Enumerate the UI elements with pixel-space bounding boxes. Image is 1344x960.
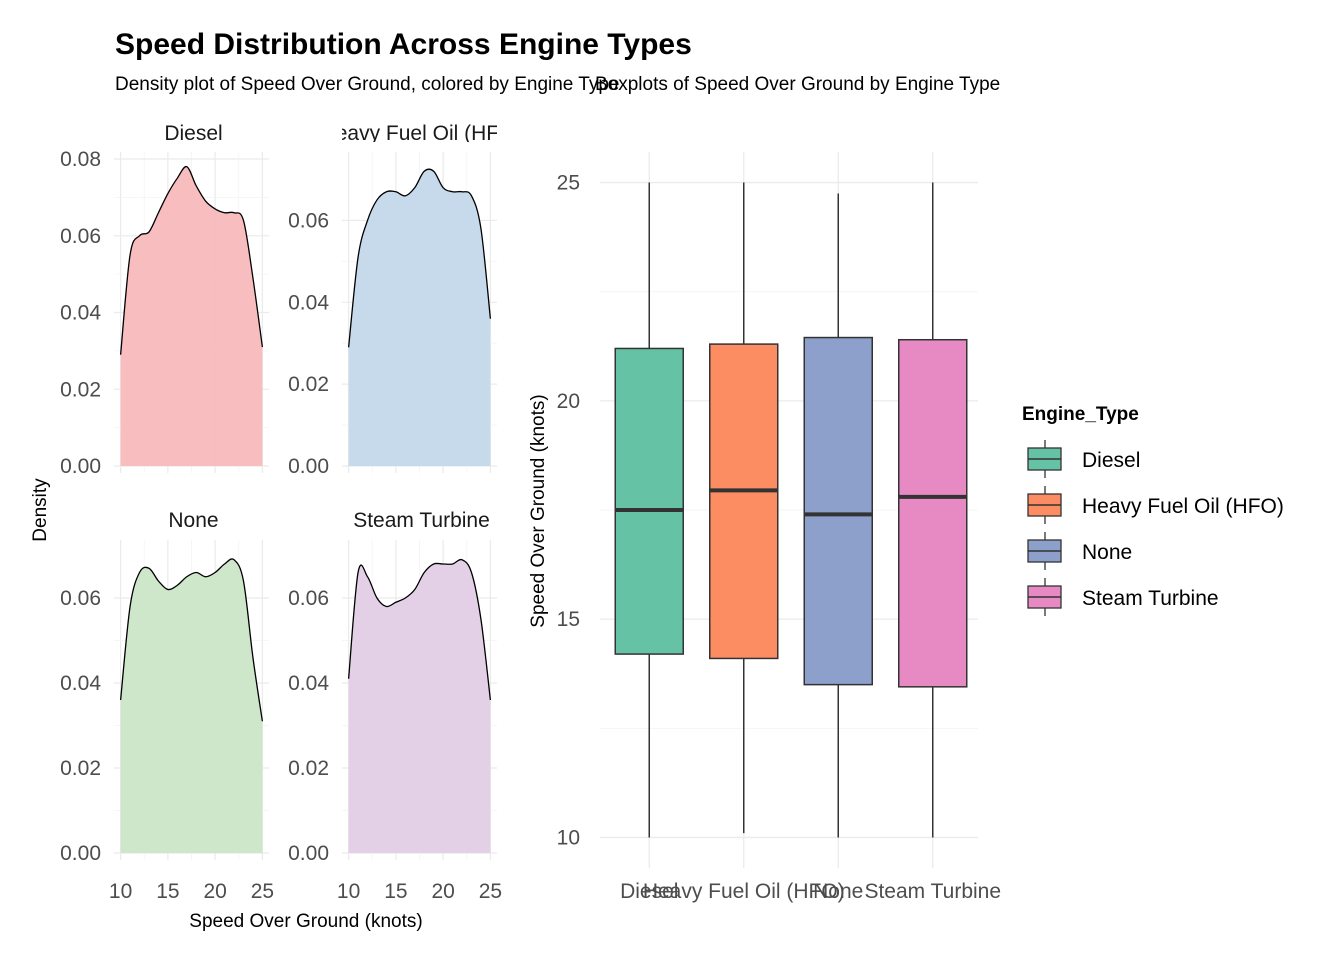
density-area-steam-turbine [348,559,491,853]
boxplot-subtitle: Boxplots of Speed Over Ground by Engine … [595,74,1000,95]
facet-heavy-fuel-oil-hfo-y-tick-label: 0.06 [288,209,329,232]
facet-strip-label-heavy-fuel-oil-hfo: Heavy Fuel Oil (HFO) [321,122,523,145]
legend-label-heavy-fuel-oil-hfo: Heavy Fuel Oil (HFO) [1082,495,1284,518]
density-subtitle: Density plot of Speed Over Ground, color… [115,74,620,95]
boxplot-y-tick-label: 10 [557,826,580,849]
legend-label-steam-turbine: Steam Turbine [1082,587,1219,610]
facet-strip-label-diesel: Diesel [164,122,222,145]
facet-strip-label-steam-turbine: Steam Turbine [353,509,490,532]
boxplot-x-tick-label-none: None [813,880,863,903]
density-line-diesel [119,165,264,355]
facet-panels: Diesel 0.00 0.02 0.04 0.06 0.08 Heavy Fuel Oil… [60,122,523,903]
density-area-heavy-fuel-oil-hfo [348,169,491,466]
boxplot-y-axis-title: Speed Over Ground (knots) [528,394,549,627]
density-line-none [119,558,264,722]
facet-none-y-tick-label: 0.00 [60,842,101,865]
facet-none-y-tick-label: 0.06 [60,587,101,610]
boxplot-y-tick-label: 25 [557,172,580,195]
density-x-axis-title: Speed Over Ground (knots) [189,911,422,932]
facet-steam-turbine-x-tick-label: 10 [337,880,360,903]
facet-steam-turbine-y-tick-label: 0.06 [288,587,329,610]
legend-label-diesel: Diesel [1082,449,1140,472]
facet-heavy-fuel-oil-hfo-y-tick-label: 0.02 [288,373,329,396]
facet-diesel-y-tick-label: 0.00 [60,455,101,478]
boxplot-y-tick-label: 15 [557,608,580,631]
facet-steam-turbine-x-tick-label: 25 [479,880,502,903]
boxplot-x-tick-label-diesel: Diesel [620,880,678,903]
facet-none-y-tick-label: 0.02 [60,757,101,780]
facet-none-x-tick-label: 15 [156,880,179,903]
facet-heavy-fuel-oil-hfo-y-tick-label: 0.00 [288,455,329,478]
facet-diesel-y-tick-label: 0.08 [60,148,101,171]
facet-none-x-tick-label: 25 [251,880,274,903]
box-none [803,336,873,686]
boxplot-x-tick-label-steam-turbine: Steam Turbine [864,880,1001,903]
box-heavy-fuel-oil-hfo [709,343,779,660]
facet-diesel-y-tick-label: 0.02 [60,378,101,401]
boxplot-x-tick-label-heavy-fuel-oil-hfo: Heavy Fuel Oil (HFO) [643,880,845,903]
facet-steam-turbine-y-tick-label: 0.04 [288,672,329,695]
facet-none-x-tick-label: 20 [203,880,226,903]
box-diesel [614,347,684,655]
facet-diesel-y-tick-label: 0.04 [60,302,101,325]
facet-none-x-tick-label: 10 [109,880,132,903]
facet-steam-turbine-x-tick-label: 15 [384,880,407,903]
legend-title: Engine_Type [1022,404,1139,425]
legend-label-none: None [1082,541,1132,564]
facet-steam-turbine-y-tick-label: 0.02 [288,757,329,780]
facet-diesel-y-tick-label: 0.06 [60,225,101,248]
legend: Engine_Type Diesel Heavy Fuel Oil (HFO) No… [1022,404,1284,616]
density-area-none [120,558,263,853]
density-area-diesel [120,166,263,467]
facet-none-y-tick-label: 0.04 [60,672,101,695]
chart-title: Speed Distribution Across Engine Types [115,28,692,61]
boxplot-y-tick-label: 20 [557,390,580,413]
facet-steam-turbine-y-tick-label: 0.00 [288,842,329,865]
facet-strip-label-none: None [168,509,218,532]
facet-steam-turbine-x-tick-label: 20 [431,880,454,903]
box-steam-turbine [898,338,968,688]
facet-heavy-fuel-oil-hfo-y-tick-label: 0.04 [288,291,329,314]
density-line-steam-turbine [347,558,492,701]
density-line-heavy-fuel-oil-hfo [347,168,492,348]
density-y-axis-title: Density [30,478,51,542]
